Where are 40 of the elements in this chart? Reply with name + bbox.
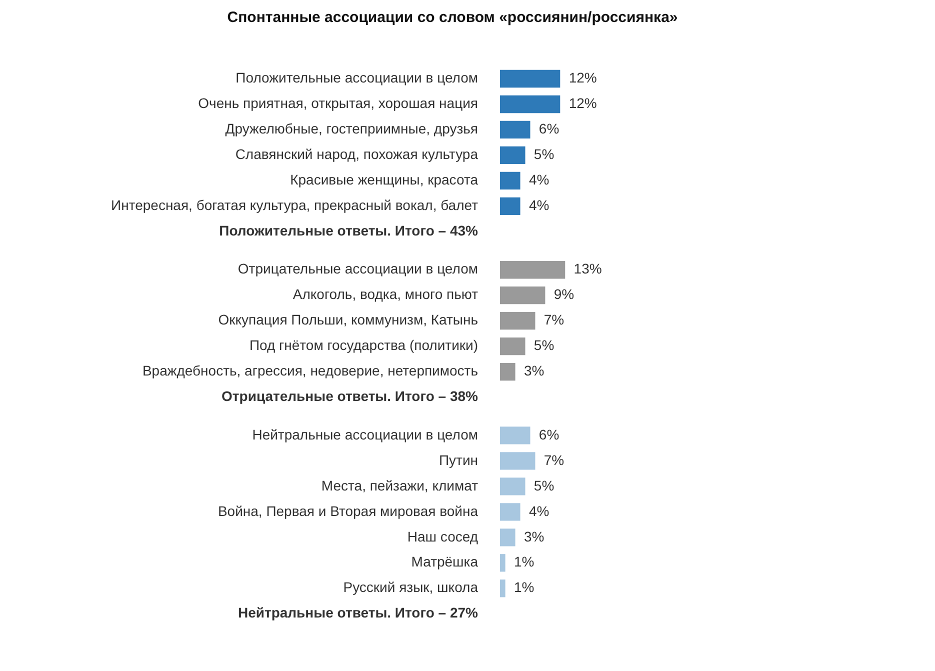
data-label: 7% (544, 312, 564, 328)
y-tick-label: Нейтральные ассоциации в целом (252, 426, 478, 442)
data-label: 5% (534, 146, 554, 162)
data-label: 1% (514, 579, 534, 596)
y-tick-label: Красивые женщины, красота (290, 172, 478, 188)
data-label: 3% (524, 528, 544, 544)
y-tick-label: Под гнётом государства (политики) (249, 337, 478, 354)
data-label: 5% (534, 477, 554, 494)
data-label: 4% (528, 172, 550, 188)
y-tick-label: Дружелюбные, гостеприимные, друзья (225, 120, 478, 137)
data-label: 9% (554, 286, 574, 302)
chart-title: Спонтанные ассоциации со словом «россиянин/россиянка» (227, 9, 678, 26)
y-tick-label: Отрицательные ответы. Итого – 38% (222, 388, 479, 404)
y-tick-label: Враждебность, агрессия, недоверие, нетерпимость (142, 362, 478, 379)
data-label: 12% (568, 95, 597, 112)
data-label: 3% (524, 362, 544, 379)
data-label: 4% (528, 502, 550, 519)
y-tick-label: Алкоголь, водка, много пьют (292, 286, 479, 302)
y-tick-label: Нейтральные ответы. Итого – 27% (238, 604, 479, 621)
y-tick-label: Места, пейзажи, климат (321, 477, 479, 494)
y-tick-label: Война, Первая и Вторая мировая война (218, 502, 478, 519)
y-tick-label: Наш сосед (407, 528, 478, 544)
data-label: 6% (538, 120, 560, 137)
y-tick-label: Интересная, богатая культура, прекрасный вокал, балет (111, 197, 479, 214)
data-label: 5% (534, 337, 554, 354)
y-tick-label: Отрицательные ассоциации в целом (238, 260, 478, 277)
data-label: 6% (538, 426, 560, 442)
y-tick-label: Русский язык, школа (343, 579, 478, 596)
data-label: 7% (544, 452, 564, 468)
y-tick-label: Оккупация Польши, коммунизм, Катынь (218, 312, 478, 328)
data-label: 4% (528, 197, 550, 214)
y-tick-label: Матрёшка (411, 554, 478, 570)
y-tick-label: Славянский народ, похожая культура (235, 146, 478, 162)
y-tick-label: Положительные ассоциации в целом (236, 70, 478, 86)
data-label: 1% (514, 554, 534, 570)
y-tick-label: Очень приятная, открытая, хорошая нация (198, 95, 478, 112)
y-tick-label: Путин (438, 452, 478, 468)
y-tick-label: Положительные ответы. Итого – 43% (219, 222, 479, 238)
data-label: 13% (574, 260, 602, 277)
data-label: 12% (568, 70, 597, 86)
